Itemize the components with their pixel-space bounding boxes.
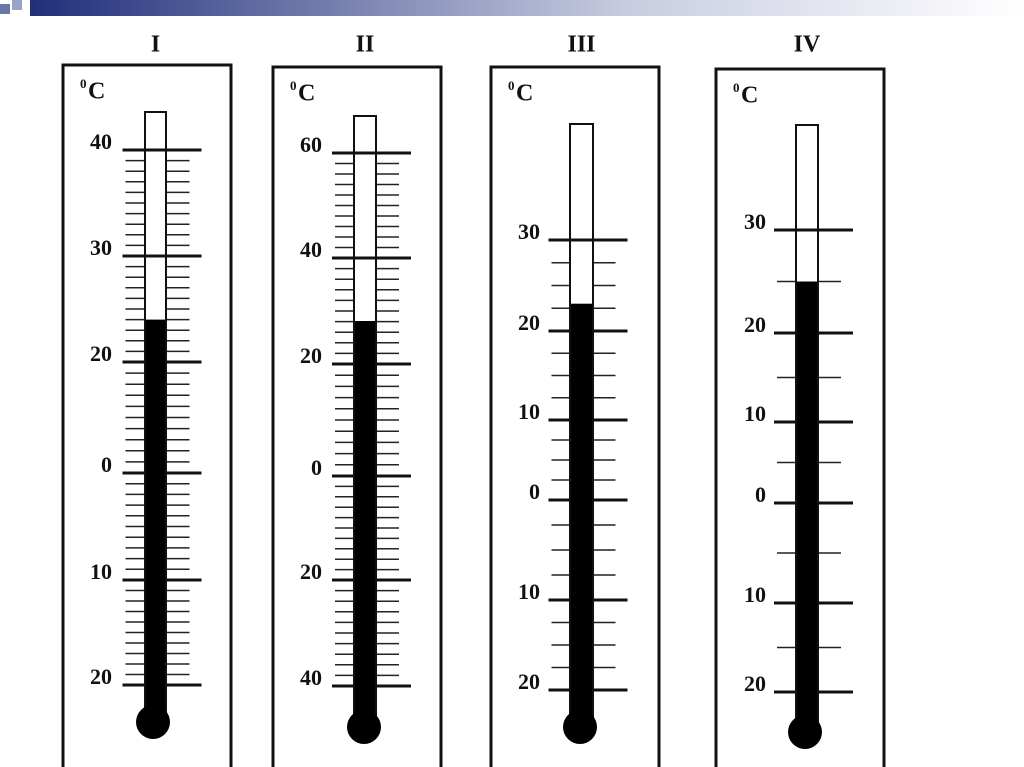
scale-label: 20: [518, 310, 540, 335]
mercury: [571, 303, 592, 727]
scale-label: 10: [90, 559, 112, 584]
scale-label: 10: [744, 401, 766, 426]
thermometer-title: IV: [794, 32, 821, 58]
bulb: [136, 705, 170, 739]
scale-label: 20: [300, 559, 322, 584]
scale-label: 0: [755, 482, 766, 507]
scale-label: 30: [90, 235, 112, 260]
scale-label: 10: [518, 579, 540, 604]
frame: [61, 63, 233, 767]
scale-label: 40: [300, 665, 322, 690]
unit-degree: 0: [733, 80, 740, 95]
scale-label: 0: [311, 455, 322, 480]
scale-label: 20: [90, 664, 112, 689]
corner-square: [12, 0, 22, 10]
scale-label: 20: [90, 341, 112, 366]
mercury: [355, 321, 375, 727]
unit: C: [88, 79, 105, 105]
scale-label: 20: [518, 669, 540, 694]
thermometer-title: III: [567, 32, 595, 58]
unit-degree: 0: [290, 78, 297, 93]
scale-label: 10: [744, 582, 766, 607]
thermometer-title: I: [151, 32, 160, 58]
mercury: [146, 319, 165, 722]
bulb: [563, 710, 597, 744]
unit-degree: 0: [508, 78, 515, 93]
scale-label: 30: [744, 209, 766, 234]
bulb: [788, 715, 822, 749]
scale-label: 0: [529, 479, 540, 504]
thermometer-title: II: [356, 32, 375, 58]
frame: [714, 67, 886, 767]
corner-square: [0, 4, 10, 14]
scale-label: 30: [518, 219, 540, 244]
scale-label: 40: [90, 129, 112, 154]
unit-degree: 0: [80, 76, 87, 91]
scale-label: 10: [518, 399, 540, 424]
scale-label: 20: [300, 343, 322, 368]
scale-label: 20: [744, 312, 766, 337]
scale-label: 20: [744, 671, 766, 696]
frame: [271, 65, 443, 767]
scale-label: 60: [300, 132, 322, 157]
unit: C: [741, 83, 758, 109]
frame: [489, 65, 661, 767]
header-band: [30, 0, 1024, 16]
mercury: [797, 281, 817, 732]
scale-label: 40: [300, 237, 322, 262]
bulb: [347, 710, 381, 744]
unit: C: [516, 81, 533, 107]
scale-label: 0: [101, 452, 112, 477]
unit: C: [298, 81, 315, 107]
